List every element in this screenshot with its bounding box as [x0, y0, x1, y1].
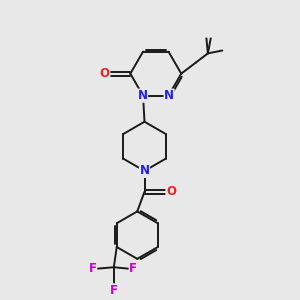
Text: N: N	[137, 89, 148, 102]
Text: N: N	[164, 89, 174, 102]
Text: F: F	[129, 262, 137, 275]
Text: F: F	[89, 262, 97, 275]
Text: O: O	[100, 67, 110, 80]
Text: O: O	[166, 185, 176, 198]
Text: N: N	[140, 164, 149, 177]
Text: F: F	[110, 284, 118, 297]
